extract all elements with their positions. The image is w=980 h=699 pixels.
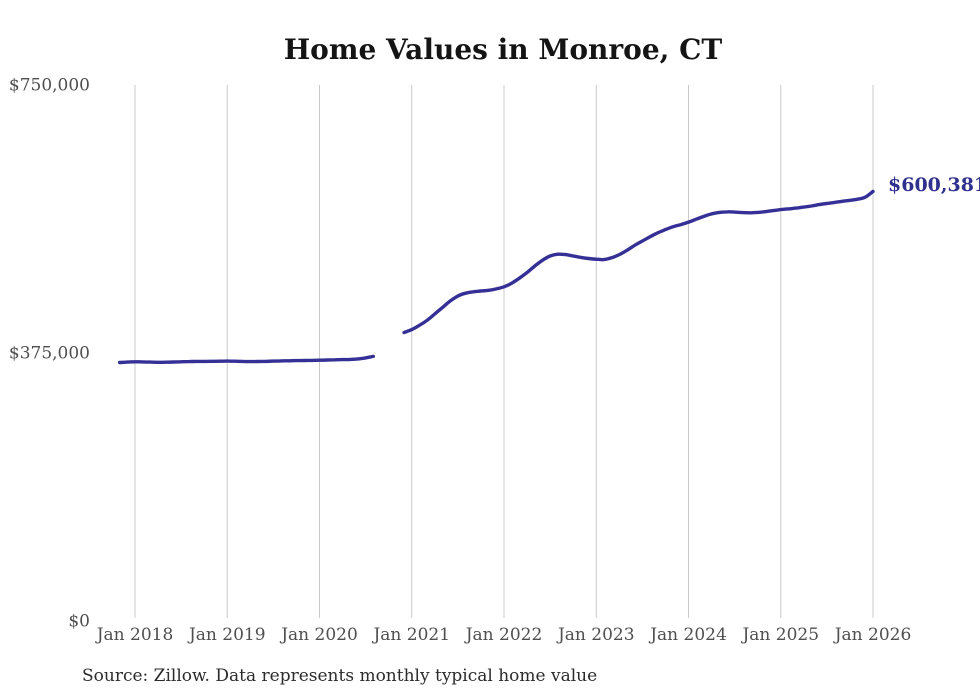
source-note: Source: Zillow. Data represents monthly … <box>82 666 598 686</box>
x-tick-label: Jan 2018 <box>95 625 174 645</box>
y-tick-label: $0 <box>68 612 90 632</box>
chart-title: Home Values in Monroe, CT <box>283 33 723 66</box>
y-tick-label: $375,000 <box>9 344 90 364</box>
x-tick-label: Jan 2024 <box>648 625 727 645</box>
x-tick-label: Jan 2020 <box>279 625 358 645</box>
x-tick-label: Jan 2023 <box>556 625 635 645</box>
y-tick-label: $750,000 <box>9 76 90 96</box>
latest-value-label: $600,381 <box>888 174 980 196</box>
x-tick-label: Jan 2022 <box>464 625 543 645</box>
x-tick-label: Jan 2026 <box>833 625 912 645</box>
value-line-segment-1 <box>117 354 375 365</box>
x-tick-label: Jan 2019 <box>187 625 266 645</box>
x-tick-label: Jan 2025 <box>740 625 819 645</box>
x-tick-label: Jan 2021 <box>371 625 450 645</box>
value-line-segment-2 <box>402 189 875 335</box>
